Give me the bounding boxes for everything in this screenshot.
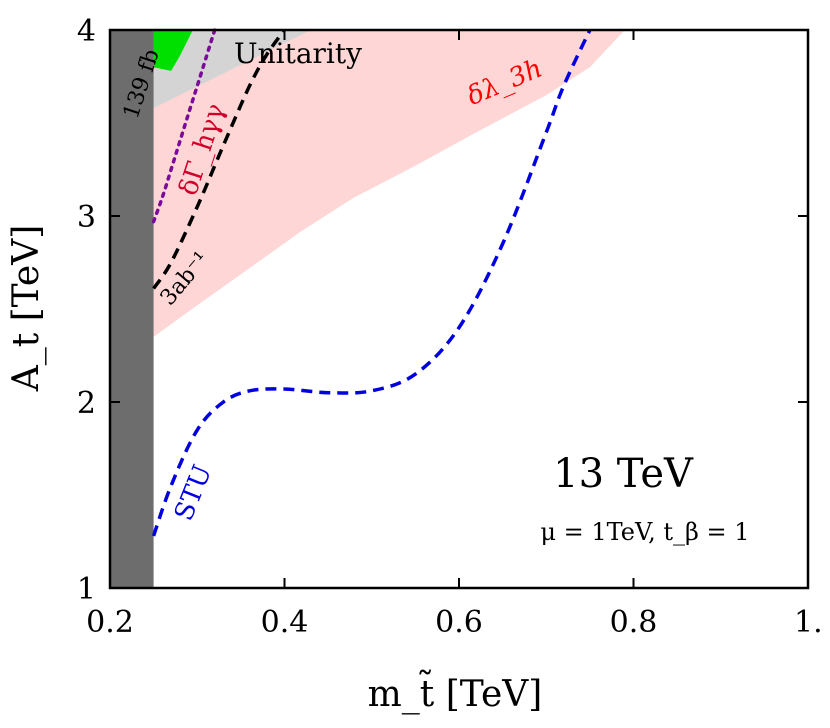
y-axis-title: A_t [TeV] (6, 225, 47, 393)
region-excluded-139fb (110, 30, 154, 588)
region-unitarity (153, 30, 311, 109)
x-tick-label: 0.2 (86, 605, 134, 640)
curve-layer (151, 28, 592, 537)
annotation-params: μ = 1TeV, t_β = 1 (540, 518, 749, 546)
x-tick-label: 0.8 (610, 605, 658, 640)
tick-layer: 0.2 0.4 0.6 0.8 1. 1 2 3 4 (77, 14, 823, 640)
annotation-energy: 13 TeV (553, 451, 694, 497)
curve-lumi-3ab (152, 28, 286, 290)
y-tick-label: 3 (77, 200, 96, 235)
y-tick-label: 1 (77, 572, 96, 607)
x-tick-label: 0.6 (435, 605, 483, 640)
region-delta-lambda (153, 30, 625, 337)
y-tick-label: 4 (77, 14, 96, 49)
y-tick-label: 2 (77, 386, 96, 421)
x-tick-label: 1. (794, 605, 823, 640)
region-layer (110, 30, 625, 588)
annotation-unitarity: Unitarity (234, 37, 362, 70)
region-green (153, 30, 193, 71)
curve-stu (151, 29, 592, 537)
annotation-stu: STU (169, 461, 218, 525)
curve-delta-gamma-hgg (151, 28, 217, 224)
x-tick-label: 0.4 (261, 605, 309, 640)
x-axis-title: m_t̃ [TeV] (368, 670, 543, 715)
